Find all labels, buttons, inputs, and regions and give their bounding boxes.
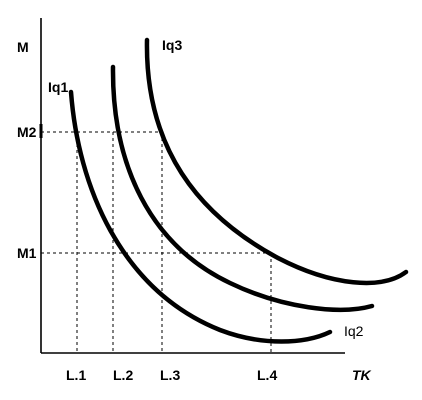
x-axis-label: TK [352,367,372,383]
x-tick-label: L.2 [113,367,133,383]
series-label-iq3: Iq3 [162,37,182,53]
x-tick-label: L.4 [257,367,277,383]
y-tick-label: M2 [17,124,37,140]
series-label-iq1: Iq1 [48,79,68,95]
y-tick-label: M1 [17,245,37,261]
series-label-iq2: Iq2 [344,323,364,339]
x-tick-label: L.1 [66,367,86,383]
y-axis-label: M [17,39,29,55]
x-tick-label: L.3 [160,367,180,383]
curve-iq3 [144,37,409,286]
curve-iq1 [68,89,333,344]
curve-iq2 [110,64,375,312]
